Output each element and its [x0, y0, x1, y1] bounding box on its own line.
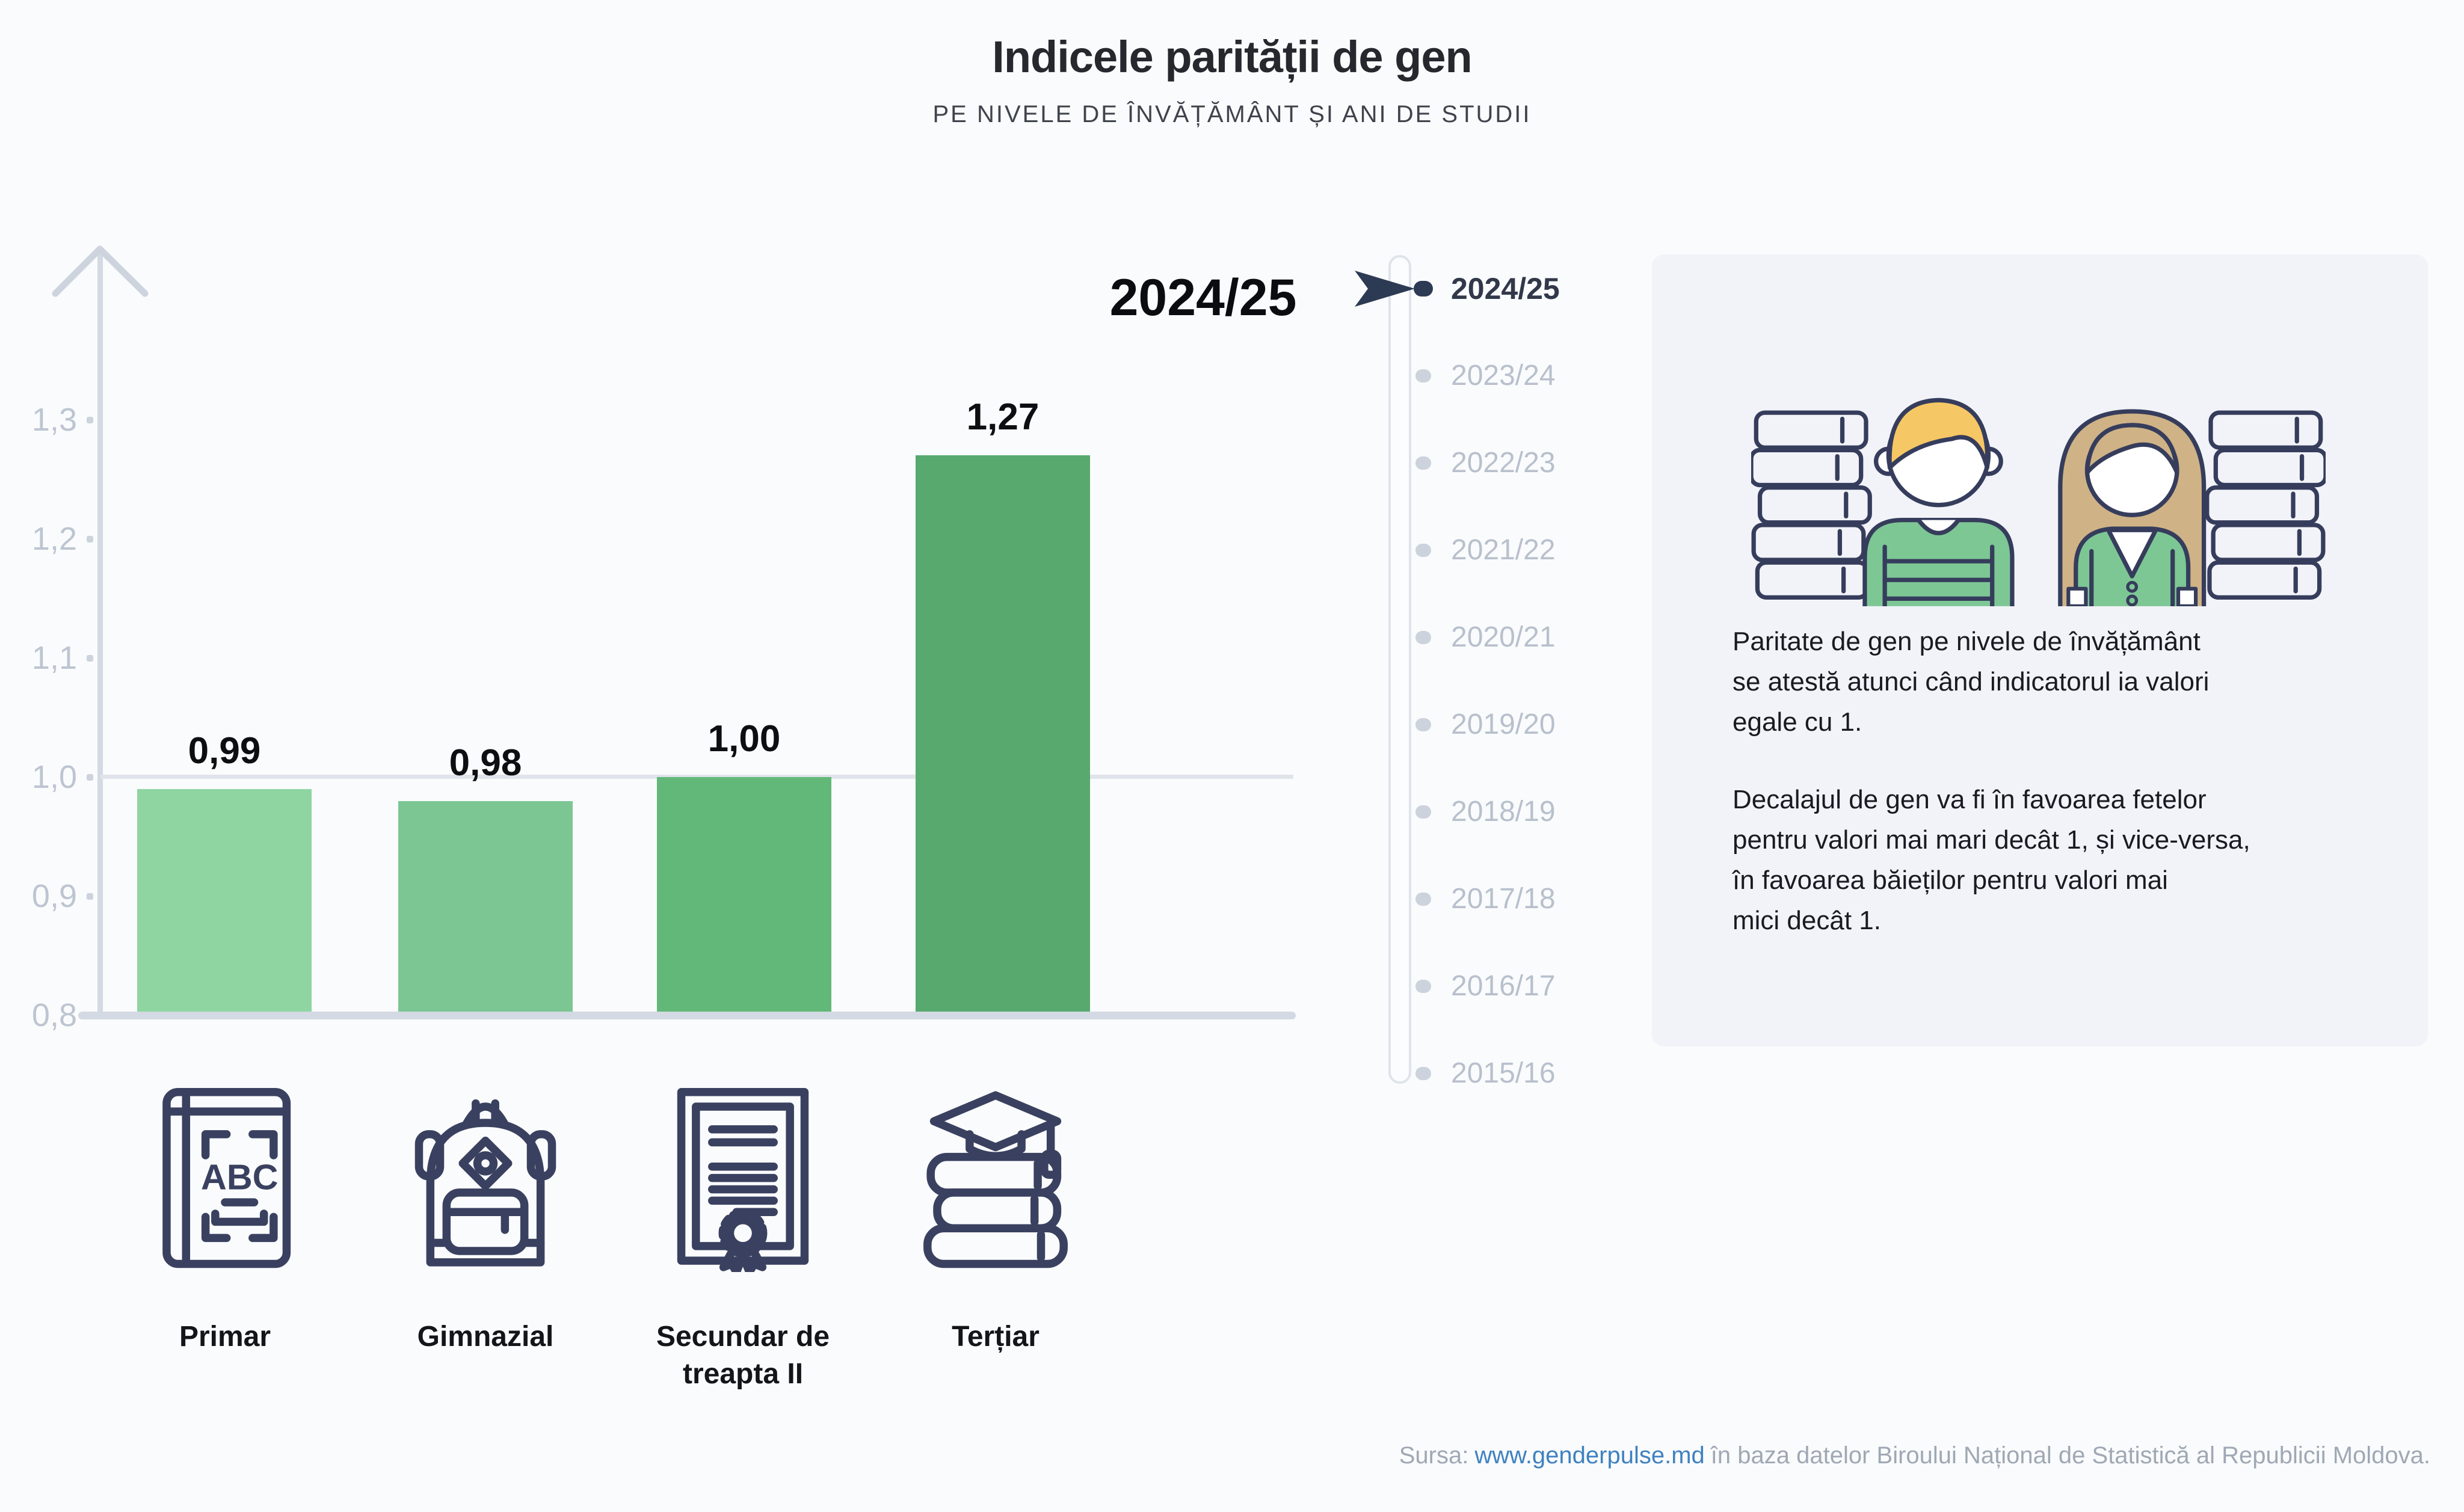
info-paragraph-1: Paritate de gen pe nivele de învățământ …: [1732, 627, 2210, 737]
y-tick-label: 0,8: [31, 997, 77, 1033]
timeline-dot-2024-25[interactable]: [1414, 281, 1433, 297]
timeline-track[interactable]: [1388, 255, 1411, 1084]
y-tick-mark: [87, 417, 93, 423]
boy-girl-with-books-illustration: [1751, 398, 2326, 606]
y-tick-mark: [87, 536, 93, 542]
timeline-year-2023-24[interactable]: 2023/24: [1451, 360, 1556, 392]
bar-value-label: 0,98: [449, 742, 522, 784]
timeline-year-2016-17[interactable]: 2016/17: [1451, 970, 1556, 1002]
bar-gimnazial[interactable]: 0,98: [398, 742, 573, 1015]
y-tick-label: 1,3: [31, 402, 77, 438]
y-tick-label: 1,0: [31, 759, 77, 795]
timeline-year-2019-20[interactable]: 2019/20: [1451, 708, 1556, 740]
timeline-year-2024-25[interactable]: 2024/25: [1451, 272, 1560, 306]
abc-book-icon: ABC: [144, 1086, 306, 1272]
y-tick-mark: [87, 893, 93, 900]
y-tick-label: 1,1: [31, 640, 77, 676]
timeline-dot-2020-21[interactable]: [1415, 631, 1431, 644]
info-panel: Paritate de gen pe nivele de învățământ …: [1652, 254, 2428, 1046]
gridline-1-0: [100, 775, 1293, 779]
y-tick-mark: [87, 774, 93, 781]
graduation-books-icon: [914, 1086, 1077, 1272]
timeline-year-2015-16[interactable]: 2015/16: [1451, 1057, 1556, 1089]
source-prefix: Sursa:: [1399, 1442, 1469, 1469]
timeline-year-2022-23[interactable]: 2022/23: [1451, 447, 1556, 479]
category-label-primar: Primar: [179, 1321, 271, 1353]
page-title: Indicele parității de gen: [992, 32, 1472, 82]
timeline-dot-2019-20[interactable]: [1415, 718, 1431, 731]
category-label-secundar: Secundar de treapta II: [656, 1321, 830, 1390]
y-tick-mark: [87, 655, 93, 662]
timeline-dot-2023-24[interactable]: [1415, 369, 1431, 383]
timeline-year-2017-18[interactable]: 2017/18: [1451, 883, 1556, 915]
timeline-year-2018-19[interactable]: 2018/19: [1451, 796, 1556, 828]
timeline-cursor-arrow-icon[interactable]: [1355, 268, 1415, 309]
x-axis-baseline: [78, 1012, 1296, 1019]
diploma-icon: [662, 1086, 824, 1276]
bar-value-label: 1,00: [707, 718, 781, 760]
y-axis-line: [97, 250, 103, 1015]
timeline-dot-2021-22[interactable]: [1415, 544, 1431, 557]
source-line: Sursa: www.genderpulse.md în baza datelor …: [1399, 1442, 2430, 1469]
bar-tertiar[interactable]: 1,27: [916, 396, 1090, 1015]
bar-primar[interactable]: 0,99: [137, 730, 312, 1015]
y-axis-arrow-icon: [52, 245, 149, 297]
category-label-gimnazial: Gimnazial: [417, 1321, 554, 1353]
timeline-dot-2016-17[interactable]: [1415, 980, 1431, 993]
y-tick-label: 0,9: [31, 878, 77, 914]
source-link[interactable]: www.genderpulse.md: [1474, 1442, 1705, 1469]
timeline-dot-2018-19[interactable]: [1415, 805, 1431, 819]
bar-secundar[interactable]: 1,00: [657, 718, 831, 1015]
category-label-tertiar: Terțiar: [952, 1321, 1040, 1353]
timeline-year-2020-21[interactable]: 2020/21: [1451, 621, 1556, 653]
svg-text:ABC: ABC: [201, 1157, 278, 1197]
bar-value-label: 0,99: [188, 730, 261, 772]
page-subtitle: PE NIVELE DE ÎNVĂȚĂMÂNT ȘI ANI DE STUDII: [932, 101, 1532, 128]
selected-year-label: 2024/25: [1109, 269, 1297, 327]
timeline-dot-2017-18[interactable]: [1415, 893, 1431, 906]
timeline-year-2021-22[interactable]: 2021/22: [1451, 534, 1556, 566]
backpack-icon: [404, 1086, 567, 1272]
info-paragraph-2: Decalajul de gen va fi în favoarea fetel…: [1732, 785, 2250, 935]
timeline-dot-2022-23[interactable]: [1415, 456, 1431, 470]
timeline-dot-2015-16[interactable]: [1415, 1067, 1431, 1080]
source-suffix: în baza datelor Biroului Național de Sta…: [1710, 1442, 2430, 1469]
y-tick-label: 1,2: [31, 521, 77, 557]
bar-value-label: 1,27: [966, 396, 1040, 438]
